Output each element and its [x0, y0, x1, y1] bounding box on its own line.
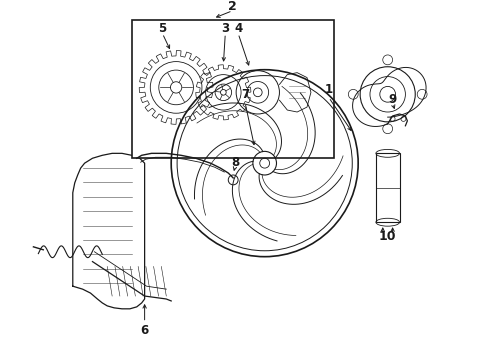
Text: 2: 2 [228, 0, 237, 13]
Text: 8: 8 [231, 156, 239, 169]
Text: 9: 9 [389, 93, 397, 106]
Text: 6: 6 [141, 324, 149, 337]
Bar [132, 21, 334, 158]
Text: 7: 7 [241, 88, 249, 101]
Bar [376, 153, 399, 222]
Text: 1: 1 [324, 83, 333, 96]
Text: 4: 4 [234, 22, 242, 35]
Text: 3: 3 [221, 22, 229, 35]
Text: 5: 5 [158, 22, 167, 35]
Text: 10: 10 [379, 230, 396, 243]
